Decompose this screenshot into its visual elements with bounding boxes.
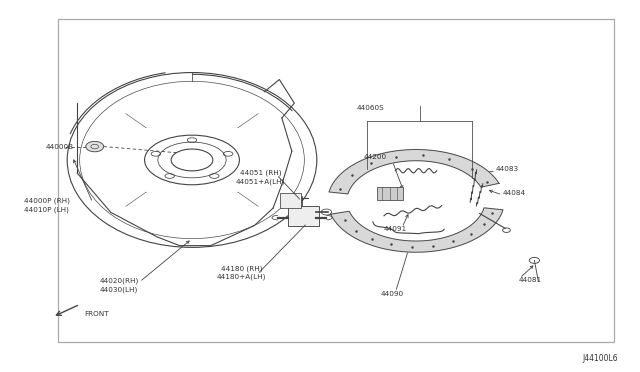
- Text: 44091: 44091: [384, 226, 407, 232]
- Circle shape: [86, 141, 104, 152]
- Bar: [58, 19, 614, 342]
- Text: 44000B: 44000B: [46, 144, 74, 150]
- Polygon shape: [329, 150, 499, 194]
- Text: 44180 (RH): 44180 (RH): [221, 265, 262, 272]
- Text: 44000P (RH): 44000P (RH): [24, 198, 70, 204]
- Text: FRONT: FRONT: [84, 311, 109, 317]
- Text: 44090: 44090: [381, 291, 404, 297]
- Text: 44060S: 44060S: [357, 105, 385, 111]
- Text: 44083: 44083: [496, 166, 519, 172]
- Polygon shape: [331, 208, 503, 252]
- Text: 44030(LH): 44030(LH): [99, 286, 138, 293]
- Text: J44100L6: J44100L6: [582, 354, 618, 363]
- Text: 44084: 44084: [502, 190, 525, 196]
- Bar: [377, 187, 403, 201]
- Bar: [288, 206, 319, 226]
- Text: 44010P (LH): 44010P (LH): [24, 207, 69, 214]
- Text: 44081: 44081: [518, 277, 541, 283]
- Text: 44180+A(LH): 44180+A(LH): [216, 274, 266, 280]
- Text: 44051 (RH): 44051 (RH): [240, 170, 282, 176]
- Text: 44051+A(LH): 44051+A(LH): [236, 178, 285, 185]
- Text: 44020(RH): 44020(RH): [99, 278, 138, 284]
- Text: 44200: 44200: [364, 154, 387, 160]
- Bar: [280, 193, 301, 208]
